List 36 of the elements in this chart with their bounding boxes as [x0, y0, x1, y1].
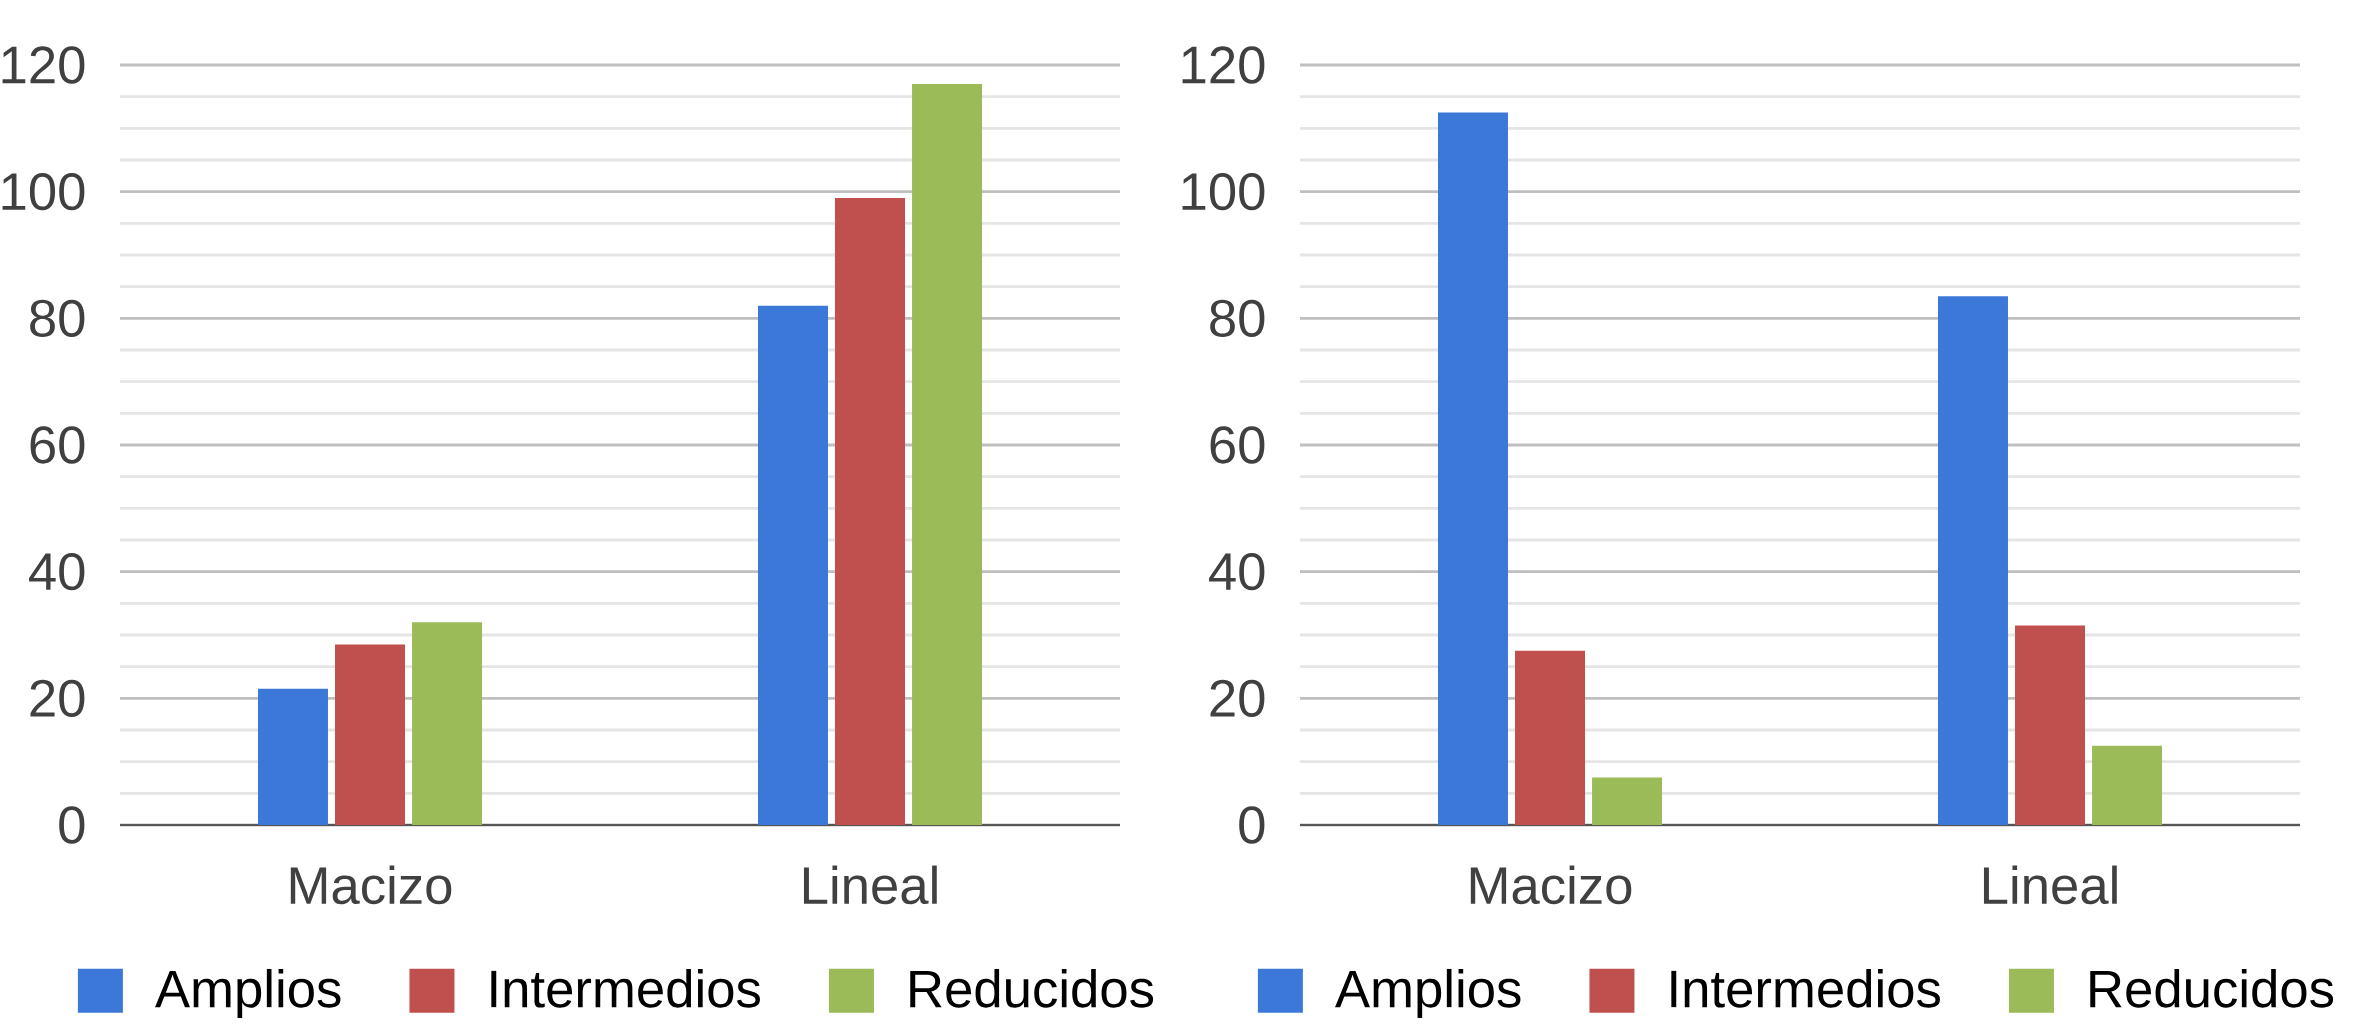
bar	[835, 197, 906, 825]
y-tick-label: 20	[1210, 679, 1265, 717]
bar	[335, 644, 406, 825]
y-tick-label: 60	[1210, 426, 1265, 464]
bar	[912, 83, 983, 825]
y-tick-label: 100	[2, 172, 85, 211]
y-tick-label: 60	[30, 426, 85, 464]
y-tick-label: 80	[1210, 299, 1265, 337]
y-tick-label: 40	[29, 552, 85, 591]
bar	[1515, 650, 1586, 825]
y-tick-label: 120	[1182, 46, 1265, 84]
x-tick-label: Lineal	[803, 865, 937, 905]
bar	[1937, 296, 2008, 825]
x-tick-label: Lineal	[1983, 865, 2117, 905]
bar	[412, 622, 483, 825]
legend-label: Reducidos	[910, 968, 1154, 1008]
legend-label: Amplios	[155, 968, 341, 1019]
legend-label: Reducidos	[2090, 968, 2334, 1008]
x-tick-label: Macizo	[290, 865, 452, 905]
x-tick-label: Macizo	[1470, 865, 1632, 905]
y-tick-label: 0	[59, 806, 85, 844]
y-tick-label: 100	[1182, 172, 1265, 211]
legend-label: Intermedios	[491, 968, 760, 1008]
y-tick-label: 120	[2, 46, 85, 84]
y-tick-label: 40	[1209, 552, 1265, 591]
bar	[2092, 745, 2163, 825]
y-tick-label: 0	[1239, 806, 1265, 844]
bar	[257, 688, 328, 825]
y-tick-label: 20	[30, 679, 85, 717]
y-tick-label: 80	[30, 299, 85, 337]
bar	[1437, 112, 1508, 825]
bar	[1592, 777, 1663, 825]
bar	[2015, 625, 2086, 825]
bar	[757, 305, 828, 825]
legend-label: Intermedios	[1671, 968, 1940, 1008]
legend-label: Amplios	[1335, 968, 1521, 1019]
